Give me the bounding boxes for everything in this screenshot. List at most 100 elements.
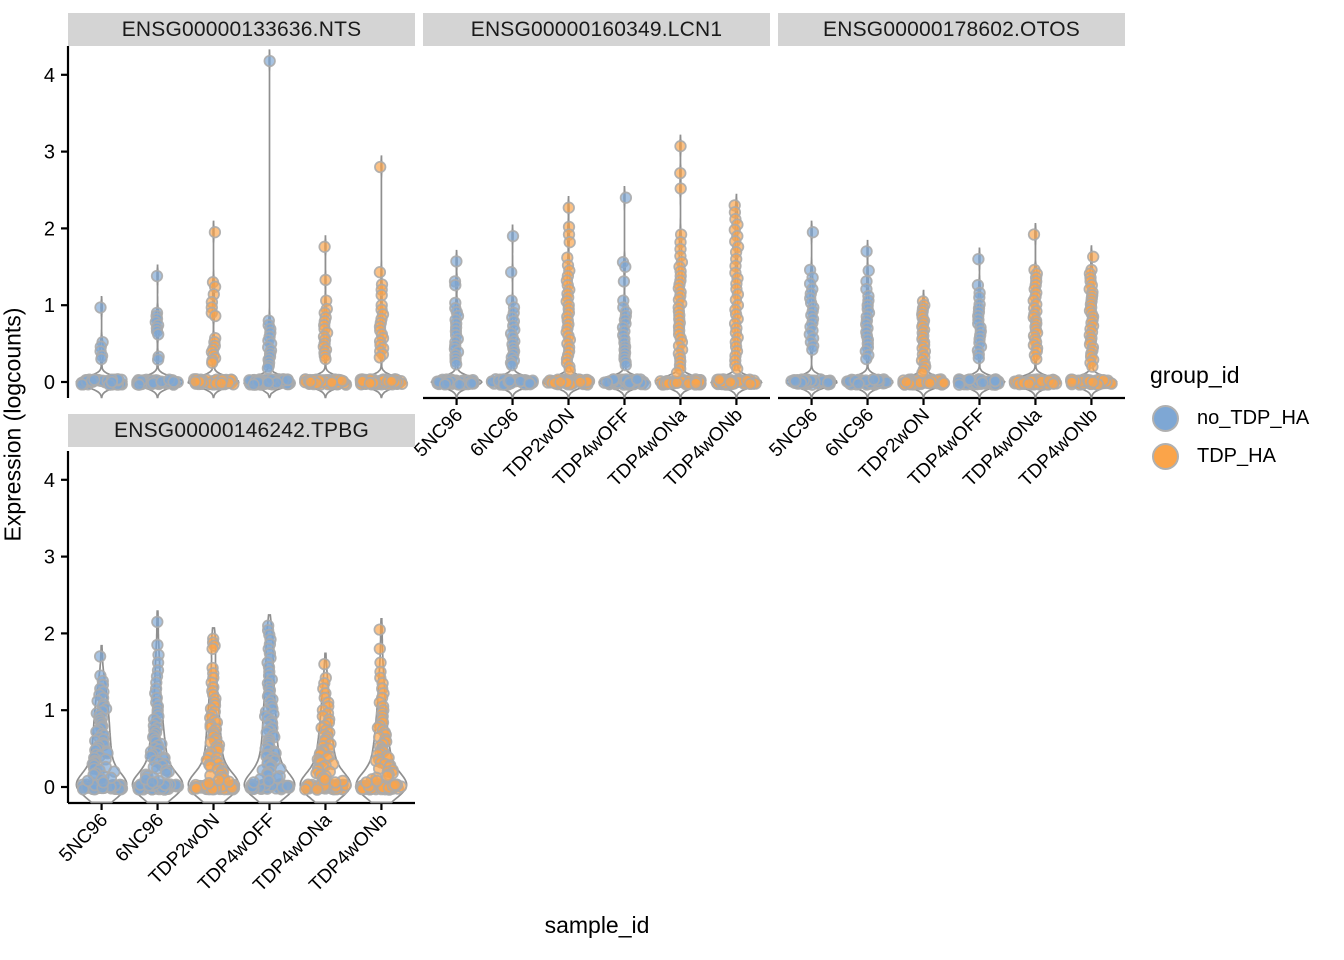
point xyxy=(212,773,226,787)
point xyxy=(900,375,913,388)
point xyxy=(335,374,349,388)
point xyxy=(1086,376,1100,389)
point xyxy=(563,236,576,249)
point xyxy=(329,776,342,789)
point xyxy=(1022,377,1035,390)
panel-ENSG00000133636.NTS: 0 1 2 3 4 xyxy=(44,46,409,399)
point xyxy=(202,777,215,790)
x-axis-title: sample_id xyxy=(544,912,650,938)
point xyxy=(450,255,463,268)
legend-items: no_TDP_HA TDP_HA xyxy=(1150,404,1309,470)
point xyxy=(160,767,173,780)
point xyxy=(151,615,164,629)
points-TDP2wON xyxy=(187,632,241,796)
point xyxy=(988,374,1002,388)
point xyxy=(319,352,332,366)
point xyxy=(862,264,875,277)
points-5NC96 xyxy=(431,255,480,391)
point xyxy=(373,623,386,636)
legend-item-TDP_HA: TDP_HA xyxy=(1150,442,1309,470)
points-5NC96 xyxy=(785,226,837,391)
point xyxy=(1027,228,1041,241)
point xyxy=(867,373,880,386)
points-6NC96 xyxy=(131,615,185,796)
points-TDP4wONb xyxy=(354,623,408,796)
point xyxy=(325,376,338,389)
y-tick-label: 0 xyxy=(44,777,55,799)
legend: group_id no_TDP_HA TDP_HA xyxy=(1150,362,1309,481)
point xyxy=(215,377,228,390)
violin-5NC96 xyxy=(75,295,128,399)
point xyxy=(619,191,633,204)
panel-ENSG00000160349.LCN1: 5NC96 6NC96TDP2wONTDP4wOFFTDP4wONaTDP4wON… xyxy=(410,134,770,491)
point xyxy=(1030,352,1043,366)
violin-TDP2wON xyxy=(187,220,240,399)
x-tick-label: 5NC96 xyxy=(765,405,822,462)
y-tick-label: 2 xyxy=(44,218,55,240)
violin-TDP2wON xyxy=(897,289,951,399)
points-TDP4wONa xyxy=(299,657,352,796)
y-tick-label: 4 xyxy=(44,470,55,492)
points-TDP4wOFF xyxy=(952,252,1005,391)
facet-strip-otos: ENSG00000178602.OTOS xyxy=(778,13,1125,46)
y-axis-title: Expression (logcounts) xyxy=(0,307,26,542)
point xyxy=(247,378,260,391)
violin-TDP4wONb xyxy=(354,155,409,399)
point xyxy=(852,377,865,390)
point xyxy=(375,289,388,302)
points-TDP2wON xyxy=(897,295,951,391)
point xyxy=(963,373,976,386)
point xyxy=(674,166,687,180)
violin-6NC96 xyxy=(131,610,185,804)
point xyxy=(562,201,575,214)
point xyxy=(674,182,687,195)
violin-5NC96 xyxy=(75,644,129,804)
point xyxy=(247,776,260,789)
point xyxy=(619,260,632,273)
points-TDP2wON xyxy=(188,226,240,391)
point xyxy=(972,352,985,365)
y-tick-label: 1 xyxy=(44,295,55,317)
points-TDP4wONa xyxy=(1008,228,1063,391)
point xyxy=(373,642,386,655)
point xyxy=(1087,250,1100,263)
points-6NC96 xyxy=(485,229,539,391)
point xyxy=(299,783,312,796)
point xyxy=(972,252,985,266)
point xyxy=(744,377,757,391)
facet-title-tpbg: ENSG00000146242.TPBG xyxy=(114,418,369,442)
point xyxy=(674,140,687,153)
point xyxy=(453,378,466,391)
point xyxy=(105,375,119,389)
violin-TDP4wONa xyxy=(299,235,353,399)
points-TDP4wOFF xyxy=(244,619,296,796)
points-TDP4wONb xyxy=(354,160,409,391)
violin-TDP4wOFF xyxy=(952,247,1006,399)
point xyxy=(724,375,737,389)
point xyxy=(465,377,478,390)
point xyxy=(222,775,236,788)
facet-title-nts: ENSG00000133636.NTS xyxy=(121,17,362,41)
point xyxy=(304,375,317,389)
violin-TDP2wON xyxy=(541,196,596,399)
point xyxy=(976,376,989,389)
point xyxy=(88,373,101,386)
point xyxy=(97,776,110,789)
points-TDP4wONa xyxy=(654,140,707,391)
point xyxy=(953,378,966,391)
point xyxy=(262,774,275,788)
point xyxy=(450,358,463,371)
points-6NC96 xyxy=(131,269,184,391)
point xyxy=(311,783,324,796)
point xyxy=(363,377,377,390)
x-tick-label: 5NC96 xyxy=(410,405,467,462)
violin-5NC96 xyxy=(430,249,483,399)
point xyxy=(503,374,516,388)
point xyxy=(381,770,394,783)
facet-title-otos: ENSG00000178602.OTOS xyxy=(823,17,1080,41)
y-tick-label: 2 xyxy=(44,623,55,645)
point xyxy=(151,353,165,366)
point xyxy=(554,375,567,389)
point xyxy=(523,377,536,390)
